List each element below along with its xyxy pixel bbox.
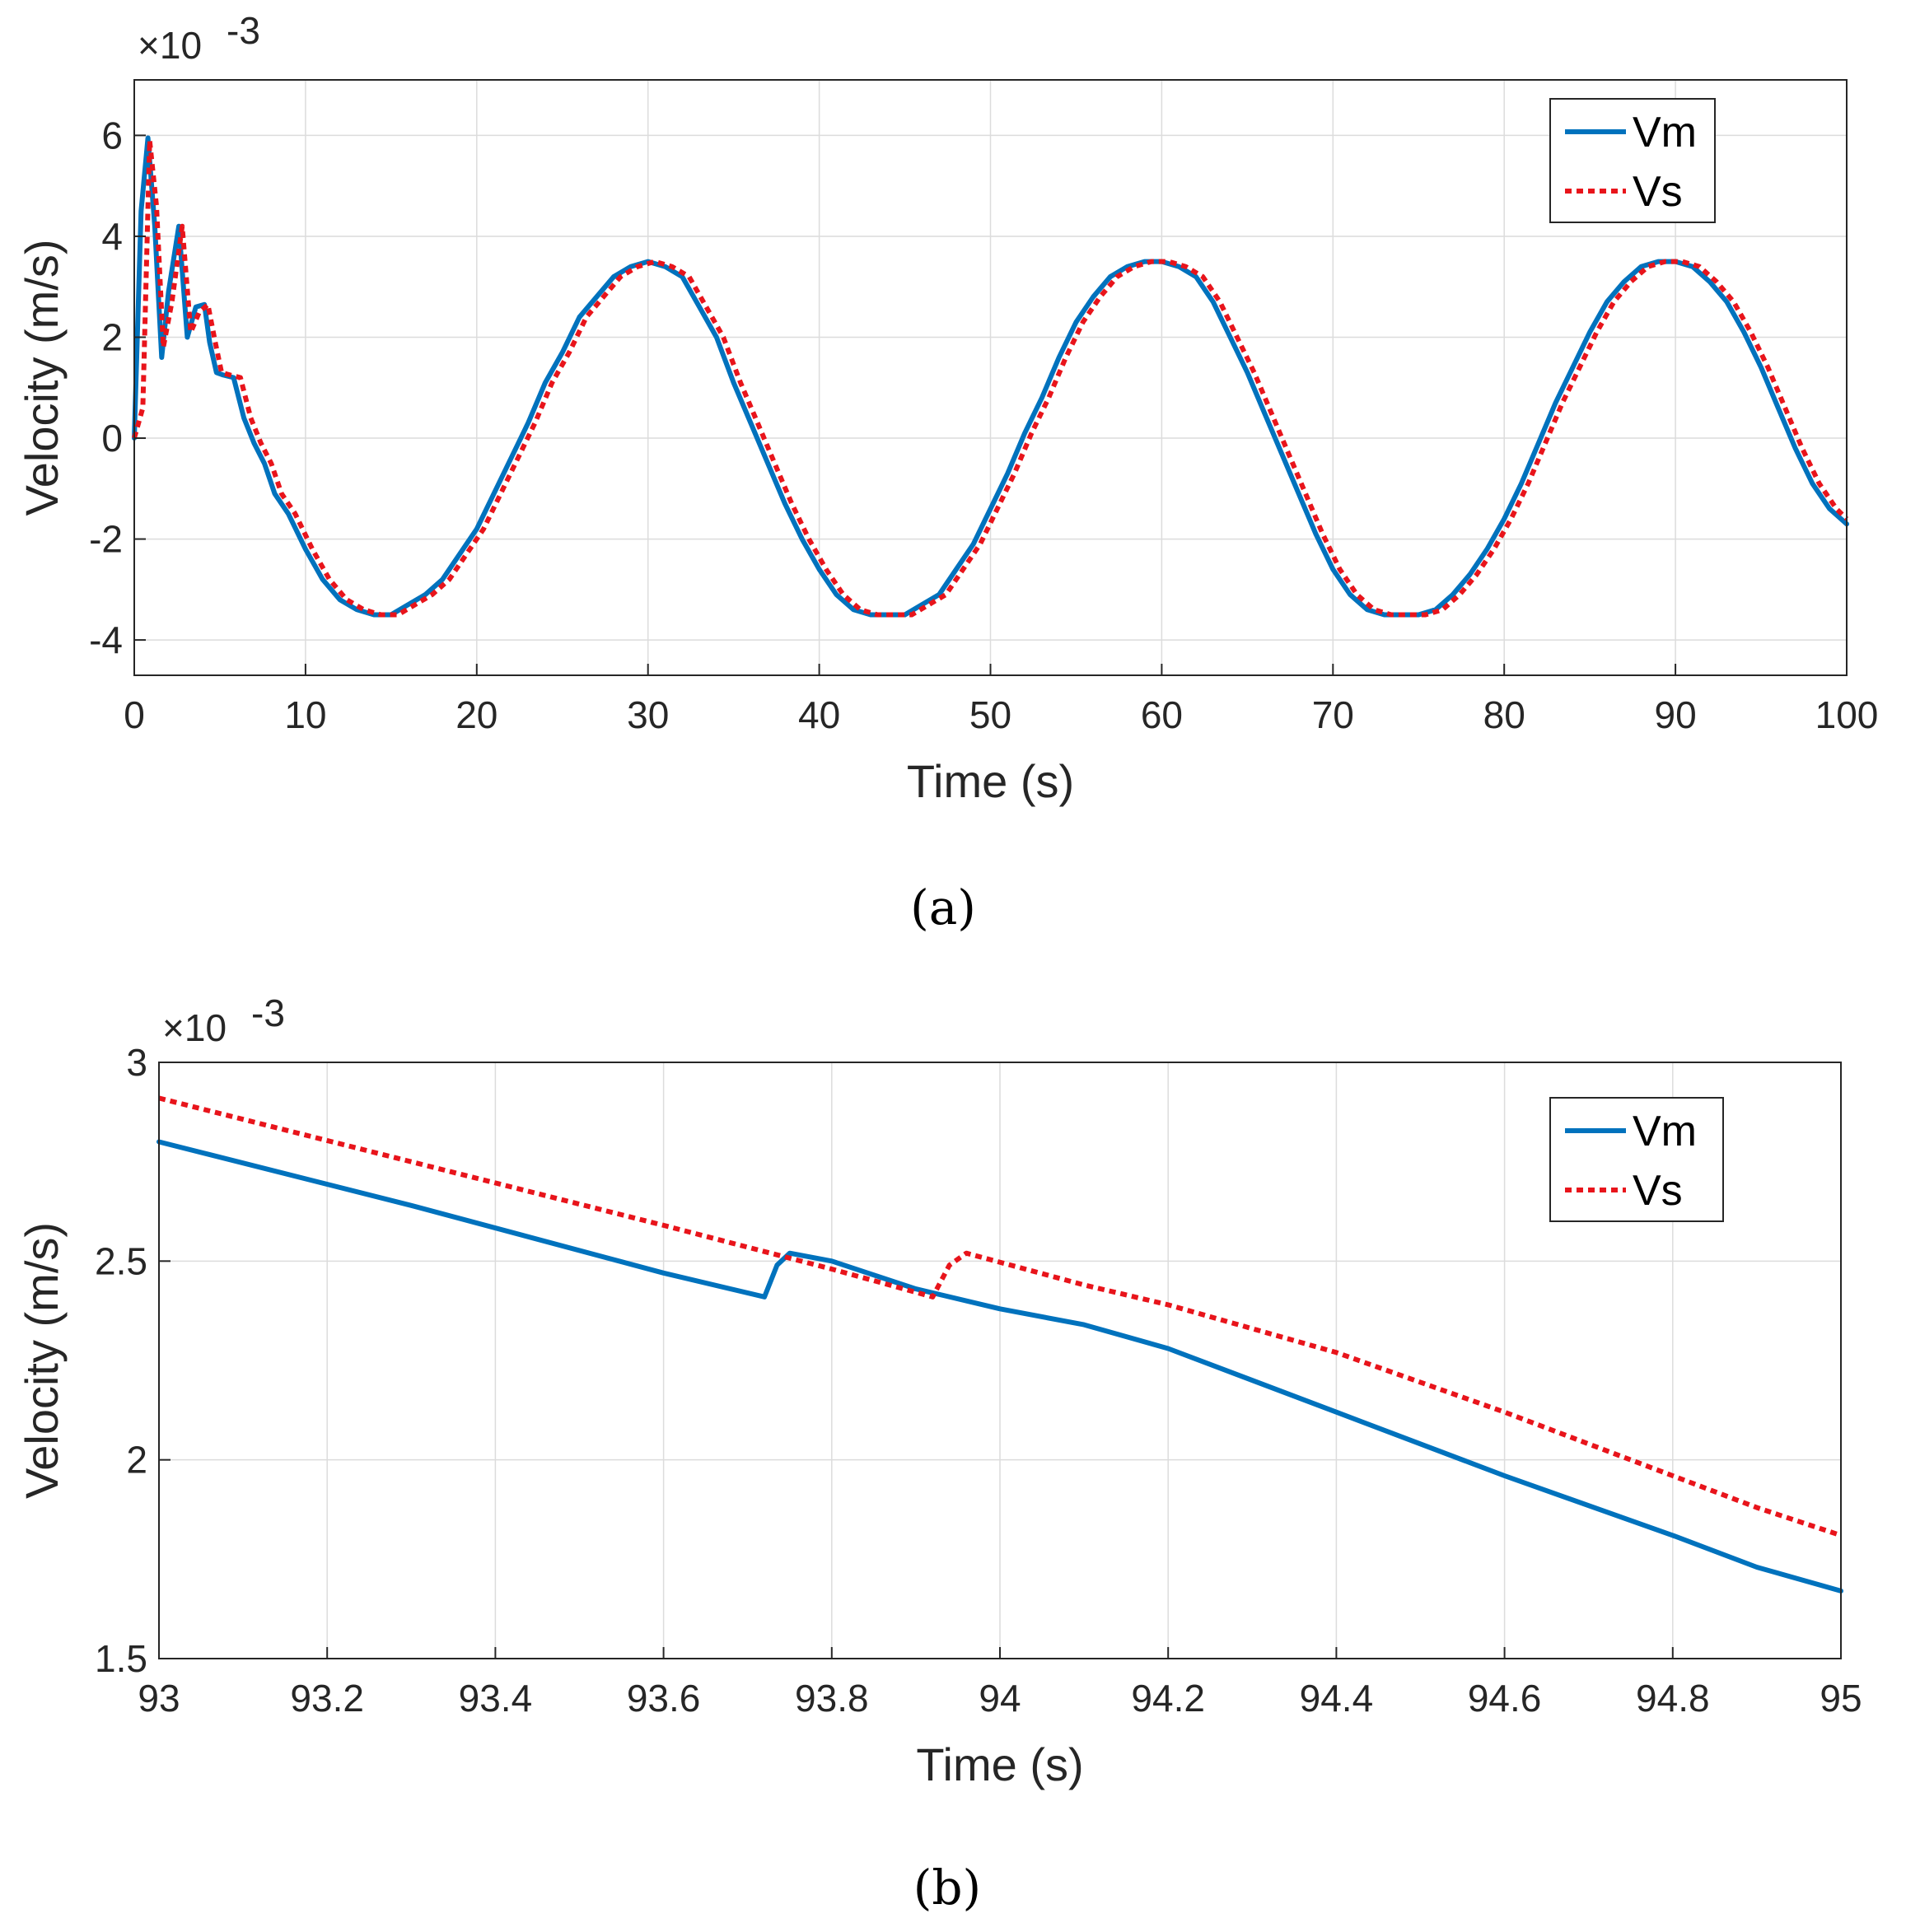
x-tick-label: 94.2	[1131, 1677, 1205, 1720]
x-tick-label: 60	[1141, 693, 1183, 736]
series-line-vm	[156, 1139, 1843, 1594]
x-tick-label: 95	[1820, 1677, 1862, 1720]
x-tick-label: 94.8	[1636, 1677, 1710, 1720]
series-line-vs	[158, 1095, 1842, 1538]
y-axis-label: Velocity (m/s)	[16, 239, 68, 516]
y-tick-label: 3	[126, 1041, 147, 1084]
panel-caption: (b)	[913, 1860, 981, 1916]
chart-panel-b: 93 93.2 93.4 93.6 93.8 94 94.2 94.4 94.6 94.8 95 1…	[16, 992, 1862, 1916]
y-tick-label: 4	[101, 215, 123, 258]
y-tick-label: 0	[101, 417, 123, 460]
y-multiplier: ×10	[138, 24, 202, 67]
x-axis-label: Time (s)	[916, 1738, 1083, 1790]
y-tick-label: -4	[89, 618, 123, 661]
x-tick-label: 70	[1312, 693, 1354, 736]
legend-label-vm: Vm	[1633, 109, 1697, 156]
y-multiplier: ×10	[162, 1006, 227, 1049]
x-tick-label: 93.8	[795, 1677, 869, 1720]
x-tick-label: 10	[284, 693, 326, 736]
x-tick-label: 94.4	[1300, 1677, 1374, 1720]
x-tick-label: 30	[627, 693, 669, 736]
x-tick-label: 94	[979, 1677, 1021, 1720]
x-tick-label: 40	[798, 693, 840, 736]
x-tick-label: 0	[124, 693, 145, 736]
y-tick-label: 2	[101, 315, 123, 358]
x-tick-label: 100	[1815, 693, 1879, 736]
x-axis-label: Time (s)	[907, 755, 1074, 807]
legend-label-vs: Vs	[1633, 1167, 1683, 1215]
y-exponent: -3	[227, 9, 260, 52]
legend-label-vm: Vm	[1633, 1108, 1697, 1155]
series-layer	[132, 135, 1849, 618]
chart-panel-a: 0 10 20 30 40 50 60 70 80 90 100 -4 -2 0 2 4 6 ×10 -3 T…	[16, 9, 1878, 936]
legend: Vm Vs	[1549, 98, 1716, 223]
x-tick-label: 50	[969, 693, 1011, 736]
y-tick-label: 6	[101, 114, 123, 156]
legend: Vm Vs	[1549, 1097, 1724, 1222]
x-tick-label: 93	[138, 1677, 180, 1720]
x-tick-label: 93.6	[627, 1677, 701, 1720]
y-tick-label: -2	[89, 518, 123, 561]
y-tick-labels: 1.5 2 2.5 3	[95, 1041, 171, 1680]
legend-box	[1549, 1097, 1724, 1222]
x-tick-labels: 0 10 20 30 40 50 60 70 80 90 100	[124, 664, 1878, 736]
y-tick-label: 2.5	[95, 1239, 147, 1282]
x-tick-label: 20	[455, 693, 498, 736]
x-tick-label: 90	[1655, 693, 1697, 736]
legend-label-vs: Vs	[1633, 168, 1683, 216]
series-line-vm	[132, 135, 1849, 618]
legend-box	[1549, 98, 1716, 223]
series-line-vs	[132, 138, 1849, 618]
x-tick-label: 80	[1483, 693, 1525, 736]
y-tick-labels: -4 -2 0 2 4 6	[89, 114, 146, 661]
y-tick-label: 1.5	[95, 1637, 147, 1680]
x-tick-label: 93.2	[290, 1677, 364, 1720]
y-exponent: -3	[251, 992, 285, 1034]
y-axis-label: Velocity (m/s)	[16, 1222, 68, 1499]
series-layer	[156, 1095, 1843, 1594]
x-tick-labels: 93 93.2 93.4 93.6 93.8 94 94.2 94.4 94.6 94.8 95	[138, 1647, 1862, 1720]
panel-caption: (a)	[910, 880, 976, 936]
x-tick-label: 93.4	[459, 1677, 533, 1720]
x-tick-label: 94.6	[1468, 1677, 1542, 1720]
y-tick-label: 2	[126, 1439, 147, 1482]
